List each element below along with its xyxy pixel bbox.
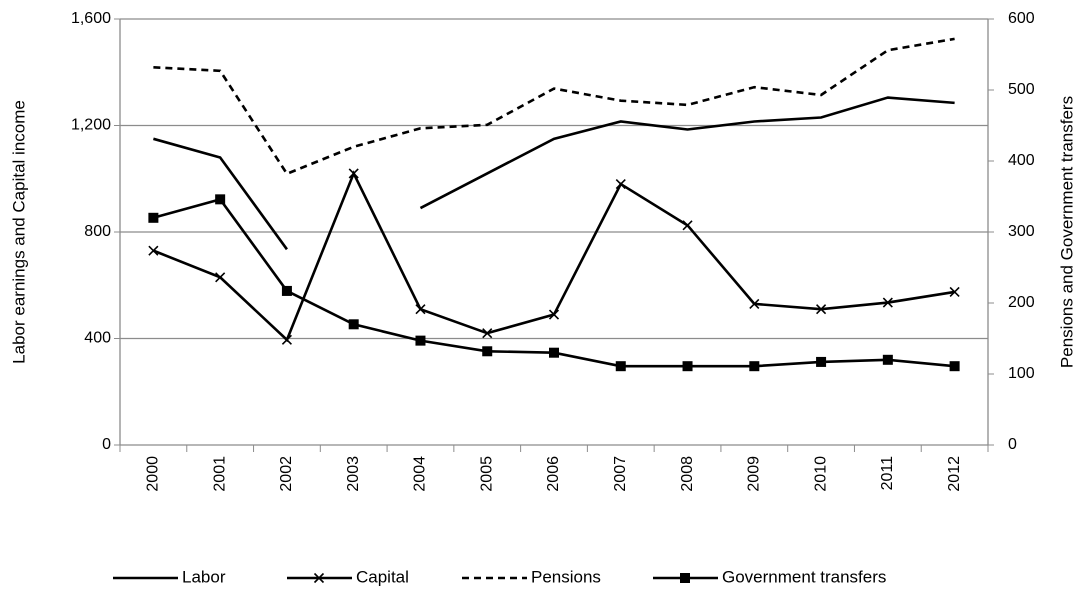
series-line	[153, 96, 955, 251]
point-marker	[682, 361, 693, 372]
point-marker	[215, 194, 226, 205]
y-tick-label: 400	[84, 330, 111, 347]
point-marker	[482, 328, 493, 339]
legend-marker	[680, 573, 690, 583]
series-line	[153, 37, 955, 176]
x-tick-label: 2006	[545, 456, 562, 492]
y-tick-label: 0	[102, 436, 111, 453]
x-tick-label: 2012	[946, 456, 963, 492]
x-tick-label: 2000	[145, 456, 162, 492]
y-tick-label: 1,200	[71, 117, 111, 134]
point-marker	[615, 361, 626, 372]
point-marker	[816, 304, 827, 315]
x-tick-label: 2007	[612, 456, 629, 492]
point-marker	[749, 361, 760, 372]
x-tick-label: 2008	[679, 456, 696, 492]
x-tick-label: 2010	[812, 456, 829, 492]
y2-tick-label: 600	[1008, 10, 1035, 27]
point-marker	[549, 347, 559, 358]
x-tick-label: 2011	[879, 456, 896, 491]
point-marker	[415, 335, 426, 346]
point-marker	[749, 298, 760, 309]
point-marker	[482, 346, 493, 357]
point-marker	[682, 220, 693, 231]
x-tick-label: 2005	[478, 456, 495, 492]
y2-tick-label: 500	[1008, 81, 1035, 98]
point-marker	[816, 356, 827, 367]
point-marker	[281, 285, 292, 296]
legend-label: Labor	[182, 567, 226, 586]
point-marker	[348, 319, 359, 330]
x-tick-label: 2004	[412, 456, 429, 492]
point-marker	[949, 286, 960, 297]
y-tick-label: 1,600	[71, 10, 111, 27]
y2-tick-label: 200	[1008, 294, 1035, 311]
x-tick-label: 2003	[345, 456, 362, 492]
legend-label: Pensions	[531, 567, 601, 586]
point-marker	[148, 245, 159, 256]
x-tick-label: 2002	[278, 456, 295, 492]
y-axis-title: Labor earnings and Capital income	[9, 100, 28, 364]
y2-axis-title: Pensions and Government transfers	[1057, 96, 1076, 368]
y2-tick-label: 100	[1008, 365, 1035, 382]
point-marker	[148, 212, 159, 223]
x-tick-label: 2009	[746, 456, 763, 492]
point-marker	[548, 309, 560, 320]
point-marker	[949, 361, 960, 372]
legend-label: Government transfers	[722, 567, 886, 586]
y2-tick-label: 400	[1008, 152, 1035, 169]
legend-label: Capital	[356, 567, 409, 586]
legend-marker	[313, 572, 325, 584]
y2-tick-label: 300	[1008, 223, 1035, 240]
point-marker	[281, 334, 292, 345]
point-marker	[415, 304, 426, 315]
x-tick-label: 2001	[211, 456, 228, 492]
y2-tick-label: 0	[1008, 436, 1017, 453]
point-marker	[882, 354, 893, 365]
point-marker	[215, 272, 226, 283]
point-marker	[882, 297, 893, 308]
point-marker	[615, 179, 626, 190]
y-tick-label: 800	[84, 223, 111, 240]
point-marker	[348, 168, 359, 179]
series-line	[153, 197, 955, 368]
